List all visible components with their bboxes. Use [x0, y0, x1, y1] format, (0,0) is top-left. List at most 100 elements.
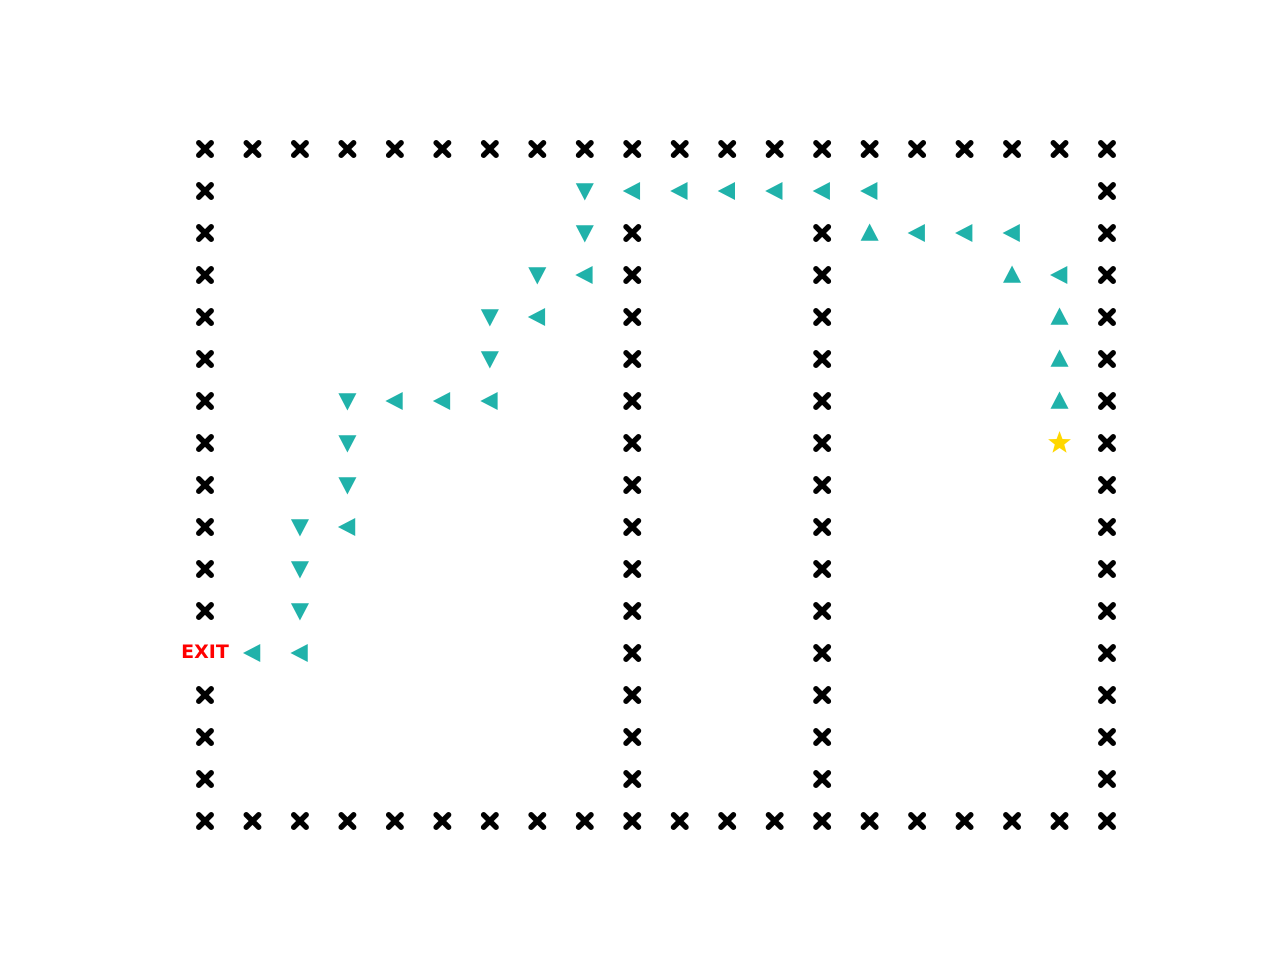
wall-x-icon — [718, 140, 737, 158]
path-arrow-down-icon — [575, 183, 594, 201]
wall-x-icon — [196, 224, 214, 242]
path-arrow-left-icon — [907, 223, 925, 243]
wall-x-icon — [623, 476, 642, 494]
wall-x-icon — [196, 770, 214, 788]
wall-x-icon — [575, 812, 594, 830]
wall-x-icon — [243, 140, 262, 158]
path-arrow-left-icon — [955, 223, 973, 243]
wall-x-icon — [338, 140, 357, 158]
wall-x-icon — [1003, 140, 1021, 158]
wall-x-icon — [813, 728, 832, 746]
path-arrow-left-icon — [527, 307, 546, 327]
wall-x-icon — [1098, 266, 1116, 284]
wall-x-icon — [196, 308, 214, 326]
wall-x-icon — [623, 686, 642, 704]
path-arrow-down-icon — [480, 351, 499, 369]
path-arrow-down-icon — [575, 225, 594, 243]
start-star-icon — [1048, 431, 1071, 453]
wall-x-icon — [623, 728, 642, 746]
wall-x-icon — [1098, 350, 1116, 368]
wall-x-icon — [1098, 392, 1116, 410]
wall-x-icon — [338, 812, 357, 830]
wall-x-icon — [623, 560, 642, 578]
wall-x-icon — [813, 644, 832, 662]
wall-x-icon — [623, 224, 642, 242]
path-arrow-up-icon — [1050, 349, 1069, 367]
wall-x-icon — [813, 812, 832, 830]
wall-x-icon — [1003, 812, 1021, 830]
wall-x-icon — [623, 644, 642, 662]
wall-x-icon — [813, 266, 832, 284]
wall-x-icon — [908, 140, 927, 158]
wall-x-icon — [1098, 770, 1116, 788]
wall-x-icon — [1098, 476, 1116, 494]
wall-x-icon — [1098, 602, 1116, 620]
path-arrow-left-icon — [575, 265, 593, 285]
wall-x-icon — [1098, 560, 1116, 578]
path-arrow-down-icon — [290, 519, 309, 537]
wall-x-icon — [623, 518, 642, 536]
wall-x-icon — [1098, 224, 1116, 242]
wall-x-icon — [1098, 518, 1116, 536]
path-arrow-down-icon — [338, 477, 357, 495]
wall-x-icon — [196, 266, 214, 284]
path-arrow-up-icon — [860, 223, 879, 241]
wall-x-icon — [623, 812, 642, 830]
wall-x-icon — [196, 140, 214, 158]
wall-x-icon — [1098, 434, 1116, 452]
wall-x-icon — [196, 350, 214, 368]
wall-x-icon — [1098, 728, 1116, 746]
path-arrow-left-icon — [1002, 223, 1020, 243]
wall-x-icon — [433, 812, 452, 830]
wall-x-icon — [813, 560, 832, 578]
wall-x-icon — [1098, 812, 1116, 830]
wall-x-icon — [908, 812, 927, 830]
wall-x-icon — [765, 140, 784, 158]
wall-x-icon — [196, 602, 214, 620]
wall-x-icon — [813, 224, 832, 242]
path-arrow-left-icon — [860, 181, 878, 201]
wall-x-icon — [1098, 182, 1116, 200]
exit-label: EXIT — [181, 641, 229, 663]
path-arrow-left-icon — [337, 517, 356, 537]
path-arrow-left-icon — [1050, 265, 1068, 285]
wall-x-icon — [196, 518, 214, 536]
wall-x-icon — [433, 140, 452, 158]
wall-x-icon — [196, 476, 214, 494]
wall-x-icon — [813, 686, 832, 704]
wall-x-icon — [813, 476, 832, 494]
wall-x-icon — [243, 812, 262, 830]
wall-x-icon — [813, 308, 832, 326]
wall-x-icon — [196, 812, 214, 830]
wall-x-icon — [623, 308, 642, 326]
path-arrow-down-icon — [338, 393, 357, 411]
path-arrow-left-icon — [717, 181, 736, 201]
wall-x-icon — [385, 812, 404, 830]
wall-x-icon — [480, 140, 499, 158]
wall-x-icon — [623, 350, 642, 368]
path-arrow-up-icon — [1003, 265, 1022, 283]
wall-x-icon — [813, 518, 832, 536]
wall-x-icon — [813, 602, 832, 620]
path-arrow-down-icon — [290, 603, 309, 621]
path-arrow-down-icon — [528, 267, 547, 285]
wall-x-icon — [670, 140, 689, 158]
wall-x-icon — [196, 686, 214, 704]
wall-x-icon — [1098, 644, 1116, 662]
wall-x-icon — [196, 182, 214, 200]
wall-x-icon — [813, 140, 832, 158]
wall-x-icon — [813, 350, 832, 368]
path-arrow-down-icon — [480, 309, 499, 327]
path-arrow-left-icon — [812, 181, 830, 201]
wall-x-icon — [623, 266, 642, 284]
path-arrow-up-icon — [1050, 307, 1069, 325]
path-arrow-left-icon — [765, 181, 783, 201]
path-arrow-left-icon — [480, 391, 498, 411]
wall-x-icon — [860, 812, 879, 830]
wall-x-icon — [813, 434, 832, 452]
wall-x-icon — [860, 140, 879, 158]
path-arrow-down-icon — [290, 561, 309, 579]
wall-x-icon — [1098, 308, 1116, 326]
wall-x-icon — [623, 434, 642, 452]
